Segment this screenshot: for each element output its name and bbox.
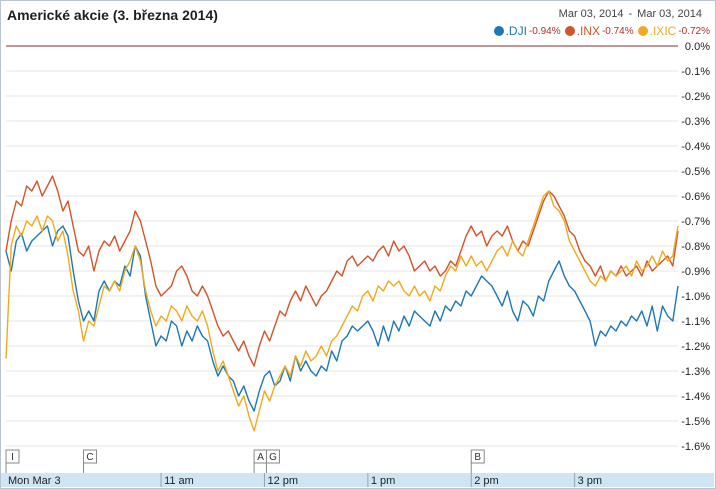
legend-dot-dji-icon <box>493 26 504 36</box>
y-tick-label: -1.6% <box>681 441 710 453</box>
y-tick-label: -0.5% <box>681 166 710 178</box>
date-range: Mar 03, 2014- Mar 03, 2014 <box>559 8 702 20</box>
y-tick-label: -1.1% <box>681 316 710 328</box>
legend-change-dji: -0.94% <box>528 25 561 37</box>
series-line-dji <box>5 225 679 412</box>
flag-label: C <box>86 452 93 463</box>
x-tick-label: 11 am <box>164 475 194 487</box>
legend-item-dji[interactable]: .DJI -0.94% <box>493 24 561 38</box>
series-line-inx <box>5 175 679 367</box>
flag-label: I <box>11 452 14 463</box>
y-tick-label: -0.9% <box>681 266 710 278</box>
y-tick-label: -0.8% <box>681 241 710 253</box>
legend: .DJI -0.94% .INX -0.74% .IXIC -0.72% <box>493 24 710 38</box>
chart-title: Americké akcie (3. března 2014) <box>7 7 218 23</box>
range-end: Mar 03, 2014 <box>637 8 702 20</box>
flag-box <box>265 449 280 464</box>
flag-box <box>83 449 98 464</box>
legend-dot-ixic-icon <box>637 26 648 36</box>
y-tick-label: -0.4% <box>681 141 710 153</box>
y-tick-label: -0.7% <box>681 216 710 228</box>
y-tick-label: -1.2% <box>681 341 710 353</box>
x-tick-label: 2 pm <box>474 475 498 487</box>
legend-item-ixic[interactable]: .IXIC -0.72% <box>637 24 710 38</box>
y-tick-label: -0.6% <box>681 191 710 203</box>
legend-name-inx: .INX <box>576 24 600 38</box>
y-tick-label: -0.1% <box>681 66 710 78</box>
flag-label: B <box>474 452 481 463</box>
flag-box <box>470 449 485 464</box>
range-start: Mar 03, 2014 <box>558 8 624 20</box>
x-tick-label: 12 pm <box>267 475 298 487</box>
series-line-ixic <box>5 190 679 432</box>
y-tick-label: -1.4% <box>681 391 710 403</box>
x-tick-label: 3 pm <box>578 475 602 487</box>
legend-name-ixic: .IXIC <box>649 24 677 38</box>
legend-item-inx[interactable]: .INX -0.74% <box>564 24 634 38</box>
legend-dot-inx-icon <box>564 26 575 36</box>
flag-box <box>5 449 20 464</box>
legend-name-dji: .DJI <box>505 24 527 38</box>
y-tick-label: -1.0% <box>681 291 710 303</box>
y-tick-label: -1.3% <box>681 366 710 378</box>
y-tick-label: -1.5% <box>681 416 710 428</box>
y-tick-label: -0.3% <box>681 116 710 128</box>
y-tick-label: -0.2% <box>681 91 710 103</box>
legend-change-inx: -0.74% <box>601 25 634 37</box>
flag-label: G <box>269 452 277 463</box>
x-tick-label: Mon Mar 3 <box>8 475 61 487</box>
flag-label: A <box>257 452 264 463</box>
legend-change-ixic: -0.72% <box>678 25 710 37</box>
x-axis-band <box>1 473 714 487</box>
y-tick-label: 0.0% <box>685 41 710 53</box>
range-separator: - <box>628 8 633 20</box>
x-tick-label: 1 pm <box>371 475 395 487</box>
